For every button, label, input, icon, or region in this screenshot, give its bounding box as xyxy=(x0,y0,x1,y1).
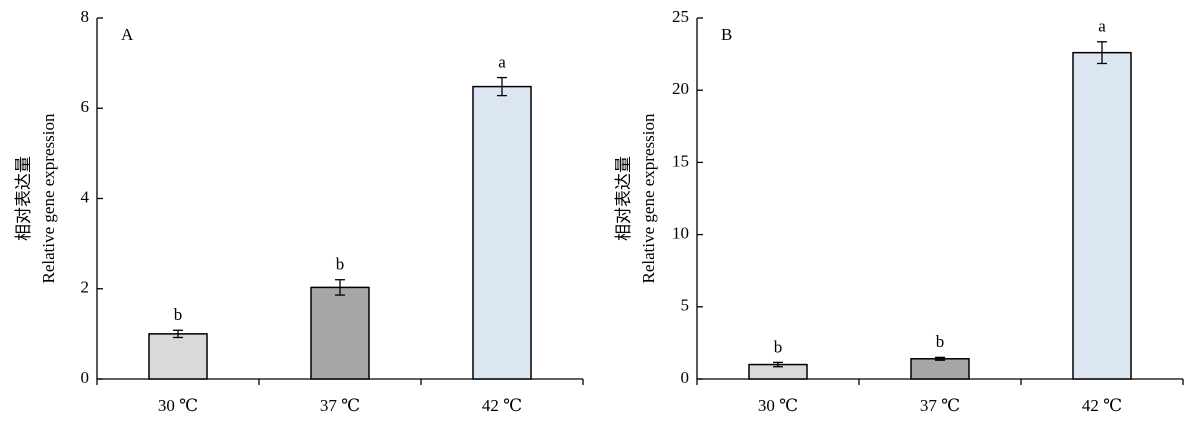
y-tick-label: 5 xyxy=(681,296,690,315)
significance-letter: a xyxy=(498,52,506,71)
y-axis-label: Relative gene expression xyxy=(639,113,658,283)
y-axis-label: 相对表达量 xyxy=(14,156,33,241)
x-tick-label: 37 ℃ xyxy=(920,396,960,415)
y-tick-label: 6 xyxy=(81,97,90,116)
y-axis-label: Relative gene expression xyxy=(39,113,58,283)
significance-letter: b xyxy=(174,305,183,324)
y-tick-label: 0 xyxy=(681,368,690,387)
x-tick-label: 42 ℃ xyxy=(1082,396,1122,415)
y-axis-label: 相对表达量 xyxy=(614,156,633,241)
x-tick-label: 30 ℃ xyxy=(158,396,198,415)
panel-label: B xyxy=(721,25,732,44)
significance-letter: b xyxy=(936,332,945,351)
y-tick-label: 4 xyxy=(81,187,90,206)
panel-label: A xyxy=(121,25,134,44)
x-tick-label: 37 ℃ xyxy=(320,396,360,415)
y-tick-label: 8 xyxy=(81,7,90,26)
x-tick-label: 42 ℃ xyxy=(482,396,522,415)
bar xyxy=(148,333,208,380)
y-tick-label: 10 xyxy=(672,224,689,243)
y-tick-label: 15 xyxy=(672,151,689,170)
bar xyxy=(1072,51,1132,380)
y-tick-label: 0 xyxy=(81,368,90,387)
bar xyxy=(910,358,970,380)
significance-letter: b xyxy=(774,337,783,356)
significance-letter: a xyxy=(1098,17,1106,36)
y-tick-label: 25 xyxy=(672,7,689,26)
bar xyxy=(310,286,370,380)
bar xyxy=(472,85,532,380)
significance-letter: b xyxy=(336,255,345,274)
x-tick-label: 30 ℃ xyxy=(758,396,798,415)
y-tick-label: 2 xyxy=(81,278,90,297)
y-tick-label: 20 xyxy=(672,79,689,98)
